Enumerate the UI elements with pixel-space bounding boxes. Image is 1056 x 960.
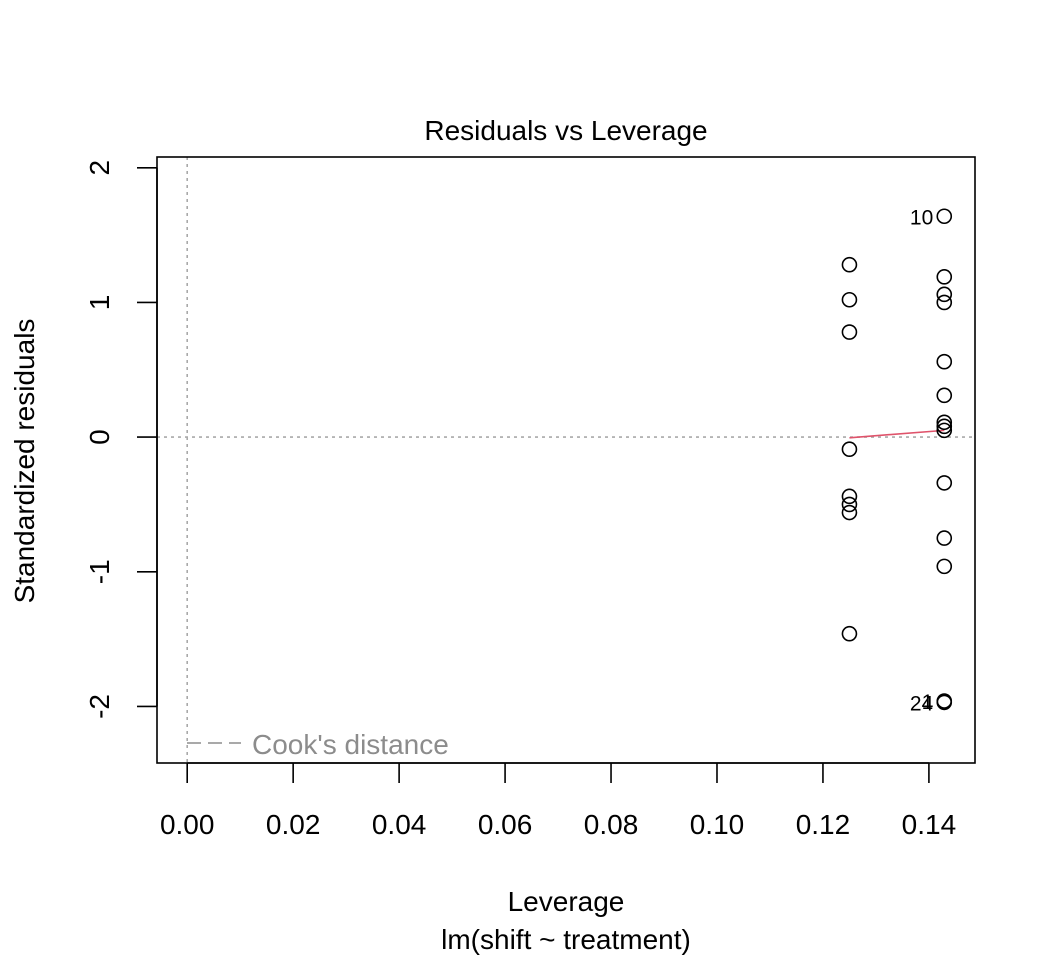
legend: Cook's distance bbox=[187, 729, 449, 760]
data-point bbox=[936, 422, 953, 439]
data-point bbox=[841, 291, 858, 308]
point-label: 1 bbox=[922, 691, 934, 714]
x-axis-label: Leverage bbox=[508, 886, 625, 917]
x-tick-label: 0.06 bbox=[478, 809, 533, 840]
x-tick-label: 0.10 bbox=[690, 809, 745, 840]
data-point bbox=[936, 418, 953, 435]
y-tick-label: 0 bbox=[84, 429, 115, 445]
data-point bbox=[841, 504, 858, 521]
data-point bbox=[841, 441, 858, 458]
y-tick-label: -2 bbox=[84, 694, 115, 719]
y-tick-label: 1 bbox=[84, 295, 115, 311]
data-point bbox=[936, 414, 953, 431]
y-tick-label: 2 bbox=[84, 160, 115, 176]
data-point bbox=[936, 353, 953, 370]
data-point bbox=[936, 387, 953, 404]
points-layer bbox=[841, 208, 953, 711]
data-point bbox=[841, 625, 858, 642]
legend-label: Cook's distance bbox=[252, 729, 449, 760]
x-axis: 0.00 0.02 0.04 0.06 0.08 0.10 0.12 0.14 bbox=[160, 762, 957, 840]
x-tick-label: 0.12 bbox=[796, 809, 851, 840]
reference-lines bbox=[157, 157, 975, 763]
data-point bbox=[936, 208, 953, 225]
data-point bbox=[936, 286, 953, 303]
data-point bbox=[936, 294, 953, 311]
smooth-line bbox=[849, 429, 945, 439]
y-axis: -2 -1 0 1 2 bbox=[84, 160, 158, 719]
data-point bbox=[936, 269, 953, 285]
x-tick-label: 0.08 bbox=[584, 809, 639, 840]
point-label: 24 bbox=[910, 692, 934, 715]
data-point bbox=[841, 488, 858, 505]
data-point bbox=[841, 324, 858, 340]
x-tick-label: 0.00 bbox=[160, 809, 215, 840]
point-label: 10 bbox=[910, 206, 933, 229]
point-labels-layer: 10 124 bbox=[910, 206, 934, 715]
data-point bbox=[841, 256, 858, 273]
x-tick-label: 0.04 bbox=[372, 809, 427, 840]
y-tick-label: -1 bbox=[84, 559, 115, 584]
chart-title: Residuals vs Leverage bbox=[424, 115, 707, 146]
x-tick-label: 0.14 bbox=[902, 809, 957, 840]
x-tick-label: 0.02 bbox=[266, 809, 321, 840]
data-point bbox=[936, 558, 953, 575]
data-point bbox=[936, 475, 953, 491]
smooth-line-layer bbox=[849, 429, 945, 439]
data-point bbox=[936, 530, 953, 546]
model-subtitle: lm(shift ~ treatment) bbox=[441, 924, 691, 955]
y-axis-label: Standardized residuals bbox=[9, 319, 40, 604]
data-point bbox=[936, 694, 953, 711]
data-point bbox=[841, 496, 858, 513]
